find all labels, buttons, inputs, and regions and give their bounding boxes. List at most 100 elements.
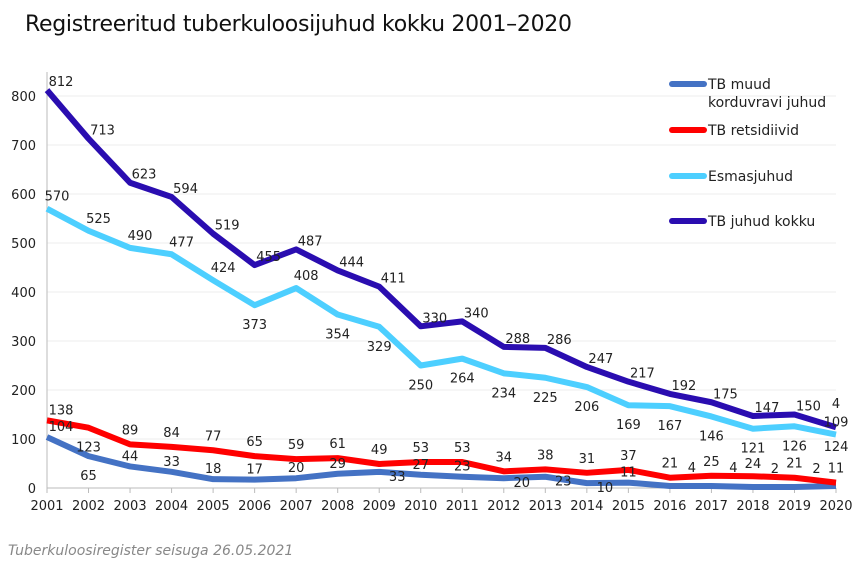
data-label: 424 (211, 261, 236, 276)
x-tick-label: 2013 (529, 499, 562, 514)
series-line-1 (46, 417, 837, 486)
data-label: 77 (205, 429, 222, 444)
data-label: 44 (122, 449, 139, 464)
data-label: 477 (169, 235, 194, 250)
x-tick-label: 2009 (363, 499, 396, 514)
series-line-0 (45, 434, 837, 491)
data-label: 84 (163, 426, 180, 441)
data-label: 25 (703, 455, 720, 470)
legend-label: TB juhud kokku (707, 214, 815, 230)
data-label: 21 (786, 457, 803, 472)
data-label: 206 (574, 400, 599, 415)
data-label: 65 (80, 469, 97, 484)
y-tick-label: 600 (11, 188, 36, 203)
data-label: 121 (741, 442, 766, 457)
x-tick-label: 2014 (570, 499, 603, 514)
data-label: 21 (662, 457, 679, 472)
x-tick-label: 2008 (321, 499, 354, 514)
x-tick-label: 2001 (30, 499, 63, 514)
data-label: 109 (824, 416, 849, 431)
data-label: 192 (671, 379, 696, 394)
data-label: 247 (588, 352, 613, 367)
data-label: 623 (132, 168, 157, 183)
x-tick-label: 2004 (155, 499, 188, 514)
data-label: 408 (294, 269, 319, 284)
data-label: 519 (215, 219, 240, 234)
data-label: 225 (533, 391, 558, 406)
data-label: 27 (412, 458, 429, 473)
x-tick-label: 2007 (280, 499, 313, 514)
x-tick-label: 2016 (653, 499, 686, 514)
data-label: 59 (288, 438, 305, 453)
data-label: 373 (242, 318, 267, 333)
data-label: 89 (122, 423, 139, 438)
footnote: Tuberkuloosiregister seisuga 26.05.2021 (8, 543, 294, 559)
data-label: 2 (812, 462, 820, 477)
data-label: 124 (824, 440, 849, 455)
x-tick-label: 2020 (819, 499, 852, 514)
data-label: 34 (496, 450, 513, 465)
data-label: 286 (547, 333, 572, 348)
data-label: 53 (412, 441, 429, 456)
data-label: 17 (246, 463, 263, 478)
data-label: 264 (450, 372, 475, 387)
x-tick-label: 2006 (238, 499, 271, 514)
data-label: 411 (381, 272, 406, 287)
data-label: 487 (298, 234, 323, 249)
x-tick-label: 2017 (695, 499, 728, 514)
legend-label: TB muud (707, 77, 771, 93)
data-label: 10 (597, 481, 614, 496)
data-label: 490 (128, 229, 153, 244)
data-label: 146 (699, 429, 724, 444)
data-label: 138 (49, 403, 74, 418)
data-label: 444 (339, 255, 364, 270)
x-tick-label: 2015 (612, 499, 645, 514)
data-label: 24 (745, 457, 762, 472)
x-tick-label: 2002 (72, 499, 105, 514)
y-tick-label: 200 (11, 384, 36, 399)
data-label: 11 (620, 466, 637, 481)
y-tick-label: 0 (28, 482, 36, 497)
data-label: 525 (86, 212, 111, 227)
data-label: 23 (454, 460, 471, 475)
data-label: 340 (464, 306, 489, 321)
data-label: 20 (288, 461, 305, 476)
data-label: 11 (828, 462, 845, 477)
data-label: 354 (325, 328, 350, 343)
data-label: 31 (579, 452, 596, 467)
data-label: 288 (505, 332, 530, 347)
y-tick-label: 500 (11, 237, 36, 252)
y-tick-label: 100 (11, 433, 36, 448)
series-line-2 (45, 206, 837, 438)
data-label: 217 (630, 367, 655, 382)
legend-label: Esmasjuhud (708, 169, 793, 185)
data-label: 4 (688, 461, 696, 476)
chart-title: Registreeritud tuberkuloosijuhud kokku 2… (25, 12, 572, 37)
x-tick-label: 2011 (446, 499, 479, 514)
legend-label: TB retsidiivid (707, 123, 799, 139)
y-tick-label: 300 (11, 335, 36, 350)
data-label: 330 (422, 311, 447, 326)
data-label: 33 (389, 470, 406, 485)
data-label: 570 (45, 190, 70, 205)
data-label: 65 (246, 435, 263, 450)
series-line-3 (44, 88, 837, 431)
x-tick-label: 2019 (778, 499, 811, 514)
data-label: 37 (620, 449, 637, 464)
data-label: 4 (832, 397, 840, 412)
data-label: 38 (537, 448, 554, 463)
data-label: 49 (371, 443, 388, 458)
data-label: 126 (782, 439, 807, 454)
data-label: 169 (616, 418, 641, 433)
data-label: 167 (657, 419, 682, 434)
data-label: 594 (173, 182, 198, 197)
data-label: 53 (454, 441, 471, 456)
y-tick-label: 700 (11, 139, 36, 154)
data-label: 812 (49, 75, 74, 90)
x-tick-label: 2018 (736, 499, 769, 514)
y-tick-label: 400 (11, 286, 36, 301)
data-label: 104 (49, 420, 74, 435)
data-label: 147 (755, 401, 780, 416)
data-label: 4 (729, 461, 737, 476)
